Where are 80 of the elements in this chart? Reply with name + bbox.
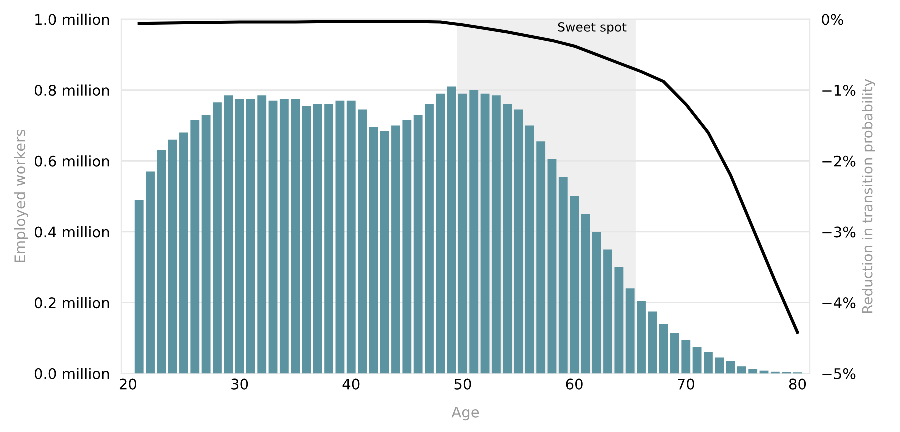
bar [570,196,580,374]
x-tick-label: 80 [789,378,806,390]
bar [392,126,400,374]
bar [458,94,468,374]
bar [146,172,155,374]
bar [369,127,378,374]
band-label: Sweet spot [558,22,627,34]
bar [336,100,345,374]
bar [414,115,423,374]
bar [737,366,746,374]
y-tick-label: 0.6 million [34,156,110,167]
bar [692,347,702,374]
y-axis-title: Employed workers [14,130,28,262]
bar [402,120,412,374]
bar [604,250,612,374]
bar [380,131,390,374]
y-tick-label: 0.2 million [34,297,110,309]
y2-tick-label: −1% [822,85,856,96]
bar [470,90,479,374]
bar [235,99,244,374]
bar [492,96,501,374]
bar [346,100,356,374]
y2-axis-title: Reduction in transition probability [862,79,876,313]
x-tick-label: 20 [120,378,137,390]
y-tick-label: 0.8 million [34,84,110,96]
bar [514,110,524,374]
bar [425,104,434,374]
bar [648,312,658,374]
bar [358,110,367,374]
x-tick-label: 70 [678,378,694,390]
bar [157,150,166,374]
y2-tick-label: −2% [822,156,856,167]
x-axis-title: Age [452,406,480,421]
bar [637,301,646,374]
bar [581,214,590,374]
y2-tick-label: −4% [822,298,856,309]
bar [246,99,256,374]
line-series [138,20,800,334]
bar [280,99,289,374]
bar [268,100,278,374]
bar [682,340,691,374]
bar [134,200,144,374]
bar [313,104,322,374]
y-tick-label: 1.0 million [36,14,110,26]
x-tick-label: 60 [566,378,583,390]
bar [592,232,602,374]
bar [726,361,736,374]
bar [715,358,724,374]
y2-tick-label: −5% [822,368,856,380]
y2-tick-label: 0% [822,14,844,26]
bar [180,132,188,374]
bar [291,99,300,374]
x-tick-label: 30 [232,378,248,390]
bar [324,104,334,374]
bar [190,120,200,374]
bar [258,96,267,374]
bar [436,94,446,374]
y2-tick-label: −3% [822,226,856,238]
bar [224,96,234,374]
bar [213,102,222,374]
bar [536,142,546,374]
x-tick-label: 40 [342,378,360,390]
bar [626,288,635,374]
bar [168,140,178,374]
x-tick-label: 50 [454,378,472,390]
bar [614,267,624,374]
bar [659,324,668,374]
bar [548,159,557,374]
bar [480,94,490,374]
bar [202,115,211,374]
bar [748,369,758,374]
bar [525,126,534,374]
bar [558,177,568,374]
bar [704,352,713,374]
bar [503,104,512,374]
bar [670,332,680,374]
y-tick-label: 0.0 million [34,368,110,380]
y-tick-label: 0.4 million [34,226,110,238]
bar [447,86,456,374]
bar [302,106,312,374]
